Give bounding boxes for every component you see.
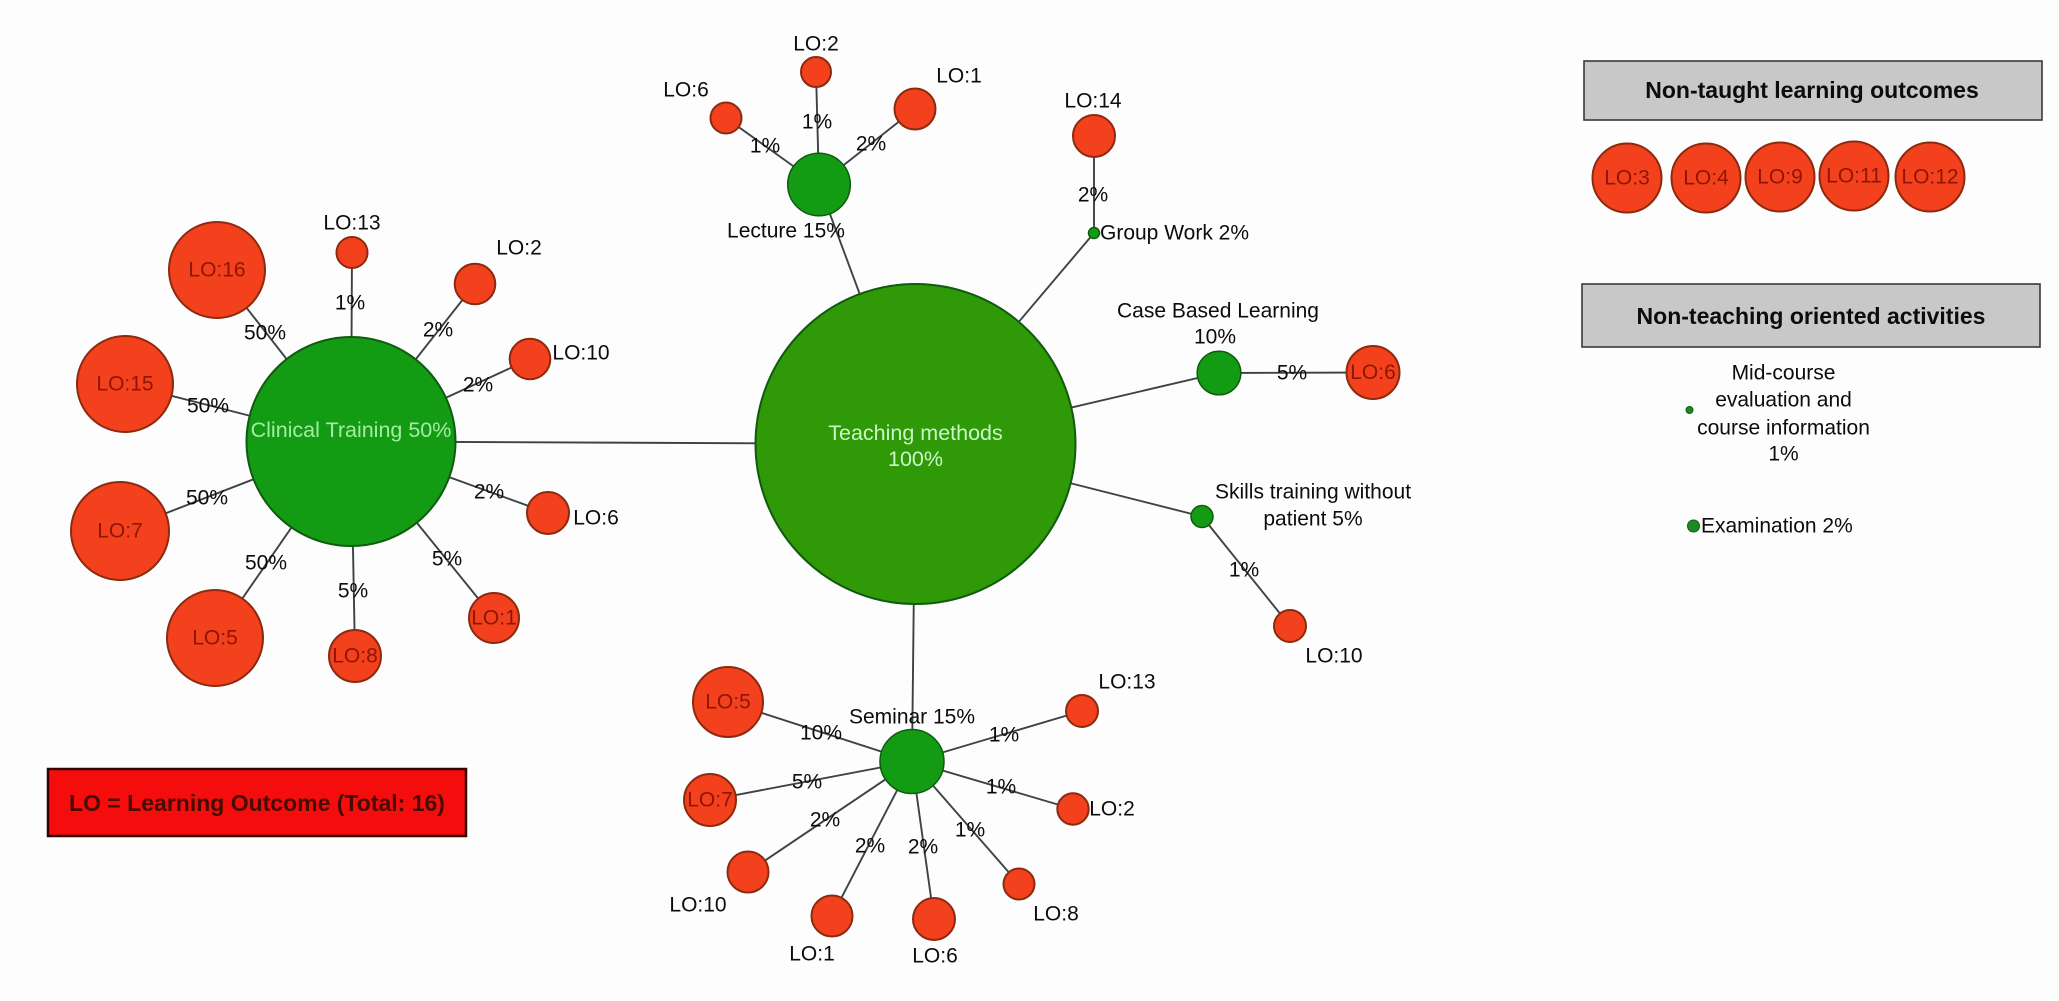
svg-text:LO:13: LO:13 [323, 212, 380, 235]
svg-text:LO:7: LO:7 [97, 520, 143, 543]
svg-text:LO:6: LO:6 [912, 945, 958, 968]
svg-text:50%: 50% [244, 322, 286, 345]
svg-text:LO:15: LO:15 [96, 373, 153, 396]
svg-text:2%: 2% [423, 319, 453, 342]
svg-text:Seminar 15%: Seminar 15% [849, 706, 975, 729]
svg-text:LO:6: LO:6 [663, 79, 709, 102]
svg-text:LO:1: LO:1 [936, 65, 982, 88]
svg-text:LO:10: LO:10 [552, 342, 609, 365]
svg-text:LO:2: LO:2 [496, 237, 542, 260]
svg-text:10%: 10% [800, 722, 842, 745]
svg-text:LO:10: LO:10 [1305, 645, 1362, 668]
svg-text:LO:6: LO:6 [573, 507, 619, 530]
svg-text:5%: 5% [1277, 362, 1307, 385]
svg-text:100%: 100% [888, 447, 943, 471]
svg-text:LO:1: LO:1 [789, 943, 835, 966]
svg-text:50%: 50% [186, 487, 228, 510]
svg-text:5%: 5% [338, 580, 368, 603]
svg-text:1%: 1% [1768, 443, 1798, 466]
svg-text:2%: 2% [463, 374, 493, 397]
svg-text:LO:10: LO:10 [669, 894, 726, 917]
svg-text:Lecture 15%: Lecture 15% [727, 220, 845, 243]
svg-text:LO:2: LO:2 [1089, 798, 1135, 821]
svg-text:50%: 50% [245, 552, 287, 575]
svg-text:LO:4: LO:4 [1683, 167, 1729, 190]
svg-text:LO:2: LO:2 [793, 33, 839, 56]
svg-text:LO:8: LO:8 [1033, 903, 1079, 926]
svg-text:LO:12: LO:12 [1901, 166, 1958, 189]
svg-text:Examination 2%: Examination 2% [1701, 515, 1853, 538]
svg-text:LO:6: LO:6 [1350, 361, 1396, 384]
svg-text:1%: 1% [1229, 559, 1259, 582]
svg-text:evaluation and: evaluation and [1715, 389, 1852, 412]
svg-text:10%: 10% [1194, 326, 1236, 349]
svg-text:2%: 2% [810, 809, 840, 832]
svg-text:LO:7: LO:7 [687, 789, 733, 812]
svg-text:Clinical Training 50%: Clinical Training 50% [251, 418, 452, 442]
svg-text:LO:5: LO:5 [705, 691, 751, 714]
svg-text:LO:16: LO:16 [188, 259, 245, 282]
svg-text:Teaching methods: Teaching methods [828, 421, 1003, 445]
svg-text:LO:8: LO:8 [332, 645, 378, 668]
svg-text:Case Based Learning: Case Based Learning [1117, 300, 1319, 323]
svg-text:1%: 1% [335, 292, 365, 315]
svg-text:LO:9: LO:9 [1757, 166, 1803, 189]
svg-text:5%: 5% [432, 548, 462, 571]
svg-text:Mid-course: Mid-course [1732, 362, 1836, 385]
svg-text:2%: 2% [855, 835, 885, 858]
svg-text:1%: 1% [802, 111, 832, 134]
svg-text:Non-teaching oriented activiti: Non-teaching oriented activities [1637, 303, 1986, 329]
svg-text:patient 5%: patient 5% [1263, 508, 1362, 531]
svg-text:2%: 2% [1078, 184, 1108, 207]
svg-text:1%: 1% [750, 135, 780, 158]
svg-text:course information: course information [1697, 417, 1870, 440]
svg-text:LO:13: LO:13 [1098, 671, 1155, 694]
svg-text:LO:11: LO:11 [1826, 165, 1882, 188]
svg-text:Group Work 2%: Group Work 2% [1100, 222, 1249, 245]
svg-text:LO = Learning Outcome (Total:: LO = Learning Outcome (Total: 16) [69, 790, 445, 816]
svg-text:1%: 1% [955, 819, 985, 842]
svg-text:1%: 1% [989, 724, 1019, 747]
svg-text:Non-taught learning outcomes: Non-taught learning outcomes [1645, 77, 1979, 103]
svg-text:2%: 2% [856, 133, 886, 156]
svg-text:50%: 50% [187, 395, 229, 418]
svg-text:1%: 1% [986, 776, 1016, 799]
svg-text:2%: 2% [474, 481, 504, 504]
svg-text:LO:3: LO:3 [1604, 167, 1650, 190]
svg-text:LO:14: LO:14 [1064, 90, 1122, 113]
svg-text:Skills training without: Skills training without [1215, 481, 1411, 504]
svg-text:LO:5: LO:5 [192, 627, 238, 650]
svg-text:2%: 2% [908, 836, 938, 859]
svg-text:5%: 5% [792, 771, 822, 794]
svg-text:LO:1: LO:1 [471, 607, 517, 630]
